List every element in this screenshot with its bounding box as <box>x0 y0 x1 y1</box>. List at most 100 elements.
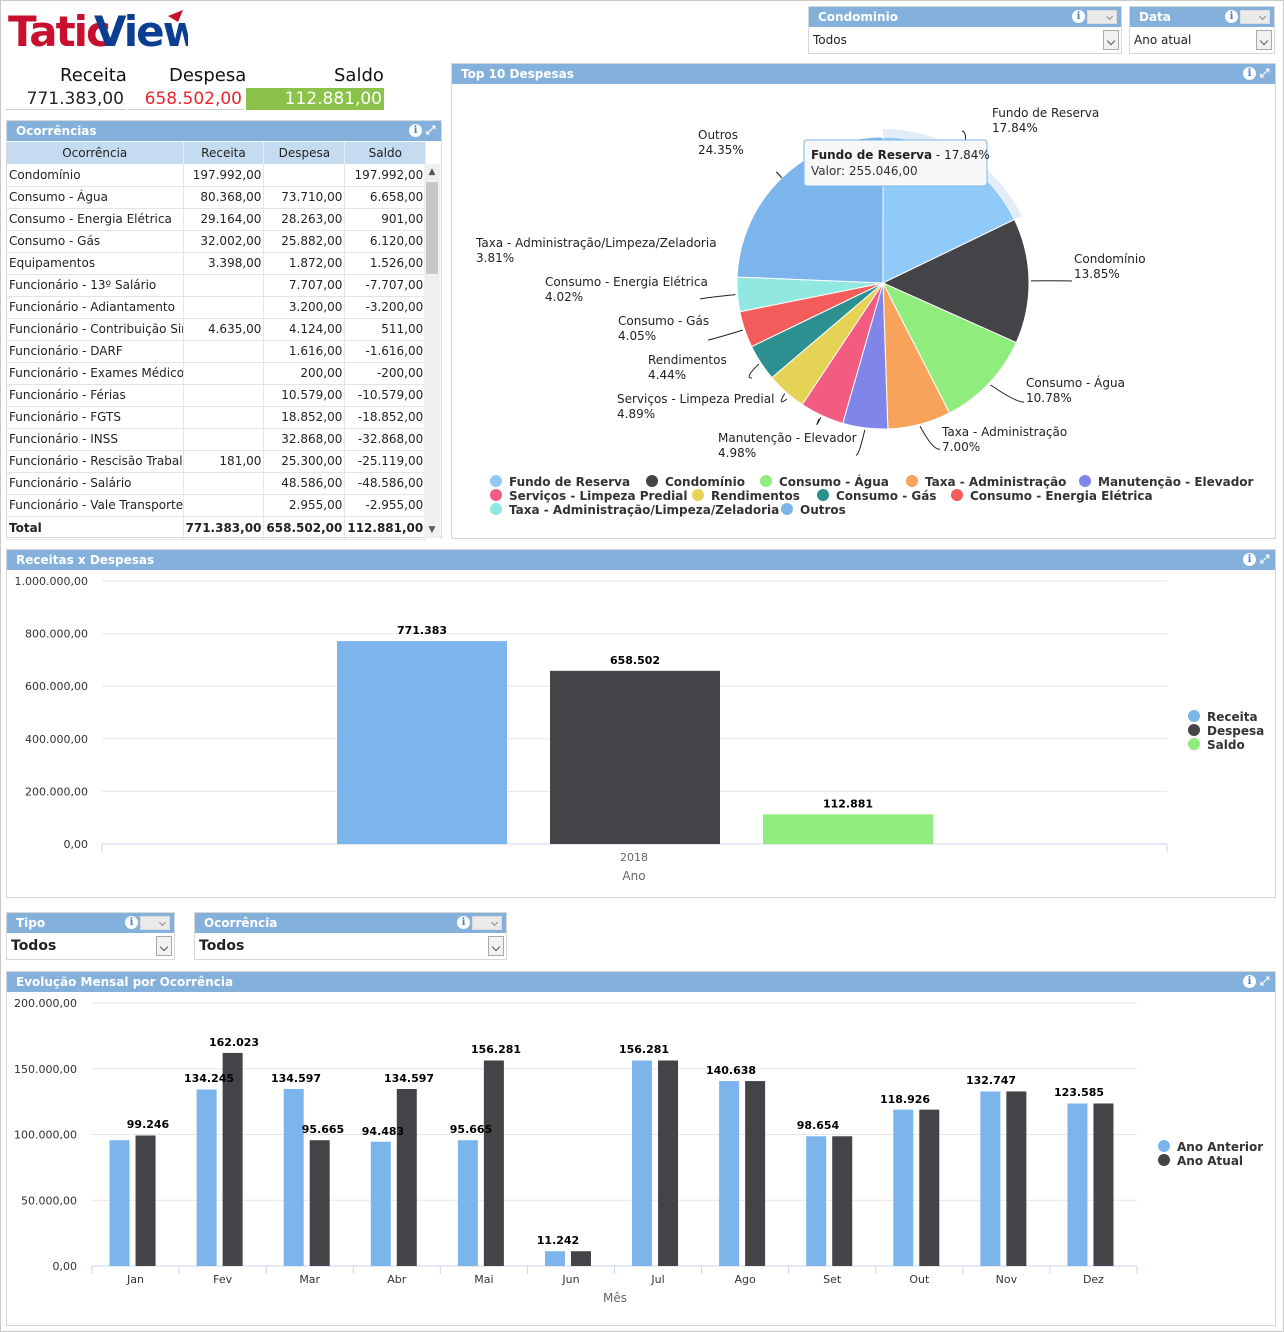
info-icon[interactable]: i <box>1243 67 1256 80</box>
table-row[interactable]: Funcionário - Salário 48.586,00 -48.586,00 <box>7 472 427 495</box>
bar[interactable] <box>109 1140 130 1266</box>
legend-marker[interactable] <box>906 475 918 487</box>
evolucao-mensal-chart[interactable]: 0,00 50.000,00 100.000,00 150.000,00 200.000… <box>7 993 1275 1326</box>
bar[interactable] <box>222 1052 243 1266</box>
legend-marker[interactable] <box>1079 475 1091 487</box>
legend-item[interactable]: Ano Anterior <box>1177 1140 1263 1154</box>
legend-item[interactable]: Consumo - Água <box>779 474 889 489</box>
table-row[interactable]: Funcionário - DARF 1.616,00 -1.616,00 <box>7 340 427 363</box>
table-row[interactable]: Condomínio 197.992,00 197.992,00 <box>7 164 427 187</box>
scroll-up-icon[interactable]: ▲ <box>428 167 436 177</box>
info-icon[interactable]: i <box>409 124 422 137</box>
receitas-despesas-chart[interactable]: 0,00 200.000,00 400.000,00 600.000,00 800.00… <box>7 571 1275 898</box>
chevron-down-icon[interactable] <box>140 916 170 930</box>
col-header-saldo[interactable]: Saldo <box>344 142 427 164</box>
table-row[interactable]: Equipamentos 3.398,00 1.872,00 1.526,00 <box>7 252 427 275</box>
chevron-down-icon[interactable] <box>1240 10 1270 24</box>
bar[interactable] <box>135 1135 156 1266</box>
bar[interactable] <box>337 641 507 844</box>
bar[interactable] <box>457 1140 478 1266</box>
col-header-despesa[interactable]: Despesa <box>263 142 346 164</box>
bar[interactable] <box>806 1136 827 1266</box>
table-row[interactable]: Funcionário - INSS 32.868,00 -32.868,00 <box>7 428 427 451</box>
chevron-down-icon[interactable] <box>1256 30 1272 50</box>
bar[interactable] <box>544 1251 565 1266</box>
bar[interactable] <box>745 1081 766 1266</box>
bar[interactable] <box>763 814 933 844</box>
table-row[interactable]: Funcionário - FGTS 18.852,00 -18.852,00 <box>7 406 427 429</box>
legend-marker[interactable] <box>951 489 963 501</box>
chevron-down-icon[interactable] <box>488 936 504 956</box>
bar[interactable] <box>980 1091 1001 1266</box>
bar[interactable] <box>370 1141 391 1266</box>
legend-item[interactable]: Taxa - Administração/Limpeza/Zeladoria <box>509 503 779 517</box>
table-row[interactable]: Funcionário - Vale Transporte 2.955,00 -2.… <box>7 494 427 517</box>
info-icon[interactable]: i <box>1225 10 1238 23</box>
expand-icon[interactable]: ⤢ <box>425 123 436 137</box>
bar[interactable] <box>919 1109 940 1266</box>
bar[interactable] <box>832 1136 853 1266</box>
chevron-down-icon[interactable] <box>472 916 502 930</box>
scroll-down-icon[interactable]: ▼ <box>428 525 436 535</box>
pie-slice[interactable] <box>881 281 1017 414</box>
legend-item[interactable]: Fundo de Reserva <box>509 475 630 489</box>
legend-marker[interactable] <box>490 503 502 515</box>
legend-marker[interactable] <box>490 489 502 501</box>
table-row[interactable]: Funcionário - Férias 10.579,00 -10.579,00 <box>7 384 427 407</box>
table-row[interactable]: Consumo - Energia Elétrica 29.164,00 28.26… <box>7 208 427 231</box>
col-header-ocorrencia[interactable]: Ocorrência <box>7 142 184 164</box>
bar[interactable] <box>550 670 720 844</box>
legend-item[interactable]: Consumo - Gás <box>836 489 936 503</box>
legend-marker[interactable] <box>1188 724 1200 736</box>
expand-icon[interactable]: ⤢ <box>1259 552 1270 566</box>
pie-chart[interactable]: Fundo de Reserva17.84%Condomínio13.85%Co… <box>452 85 1275 539</box>
filter-ocorrencia[interactable]: Ocorrência i Todos <box>194 912 507 960</box>
legend-item[interactable]: Ano Atual <box>1177 1154 1243 1168</box>
table-row[interactable]: Consumo - Água 80.368,00 73.710,00 6.658,00 <box>7 186 427 209</box>
info-icon[interactable]: i <box>457 916 470 929</box>
bar[interactable] <box>396 1089 417 1266</box>
bar[interactable] <box>196 1089 217 1266</box>
filter-tipo[interactable]: Tipo i Todos <box>6 912 175 960</box>
legend-item[interactable]: Condomínio <box>665 475 745 489</box>
chevron-down-icon[interactable] <box>1087 10 1117 24</box>
col-header-receita[interactable]: Receita <box>183 142 265 164</box>
table-row[interactable]: Funcionário - Adiantamento 3.200,00 -3.200… <box>7 296 427 319</box>
legend-item[interactable]: Serviços - Limpeza Predial <box>509 489 688 503</box>
info-icon[interactable]: i <box>1072 10 1085 23</box>
legend-item[interactable]: Taxa - Administração <box>925 475 1066 489</box>
bar[interactable] <box>483 1060 504 1266</box>
legend-marker[interactable] <box>692 489 704 501</box>
legend-marker[interactable] <box>1158 1154 1170 1166</box>
legend-marker[interactable] <box>1188 710 1200 722</box>
legend-marker[interactable] <box>760 475 772 487</box>
info-icon[interactable]: i <box>1243 975 1256 988</box>
table-row[interactable]: Funcionário - Exames Médicos Pr 200,00-20… <box>7 362 427 385</box>
bar[interactable] <box>570 1251 591 1266</box>
bar[interactable] <box>1067 1103 1088 1266</box>
legend-item[interactable]: Saldo <box>1207 738 1245 752</box>
bar[interactable] <box>309 1140 330 1266</box>
filter-condominio[interactable]: Condominio i Todos <box>808 6 1122 54</box>
bar[interactable] <box>1093 1103 1114 1266</box>
legend-item[interactable]: Rendimentos <box>711 489 800 503</box>
bar[interactable] <box>283 1089 304 1266</box>
bar[interactable] <box>719 1081 740 1266</box>
bar[interactable] <box>632 1060 653 1266</box>
filter-data[interactable]: Data i Ano atual <box>1129 6 1275 54</box>
bar[interactable] <box>658 1060 679 1266</box>
table-row[interactable]: Funcionário - 13º Salário 7.707,00 -7.707,… <box>7 274 427 297</box>
table-row[interactable]: Funcionário - Rescisão Trabalhist181,002… <box>7 450 427 473</box>
legend-item[interactable]: Consumo - Energia Elétrica <box>970 489 1153 503</box>
chevron-down-icon[interactable] <box>1103 30 1119 50</box>
expand-icon[interactable]: ⤢ <box>1259 66 1270 80</box>
legend-item[interactable]: Manutenção - Elevador <box>1098 475 1254 489</box>
table-row[interactable]: Consumo - Gás 32.002,00 25.882,00 6.120,00 <box>7 230 427 253</box>
pie-slice[interactable] <box>881 218 1030 344</box>
scroll-thumb[interactable] <box>426 182 438 274</box>
chevron-down-icon[interactable] <box>156 936 172 956</box>
expand-icon[interactable]: ⤢ <box>1259 974 1270 988</box>
info-icon[interactable]: i <box>1243 553 1256 566</box>
bar[interactable] <box>1006 1091 1027 1266</box>
legend-marker[interactable] <box>817 489 829 501</box>
